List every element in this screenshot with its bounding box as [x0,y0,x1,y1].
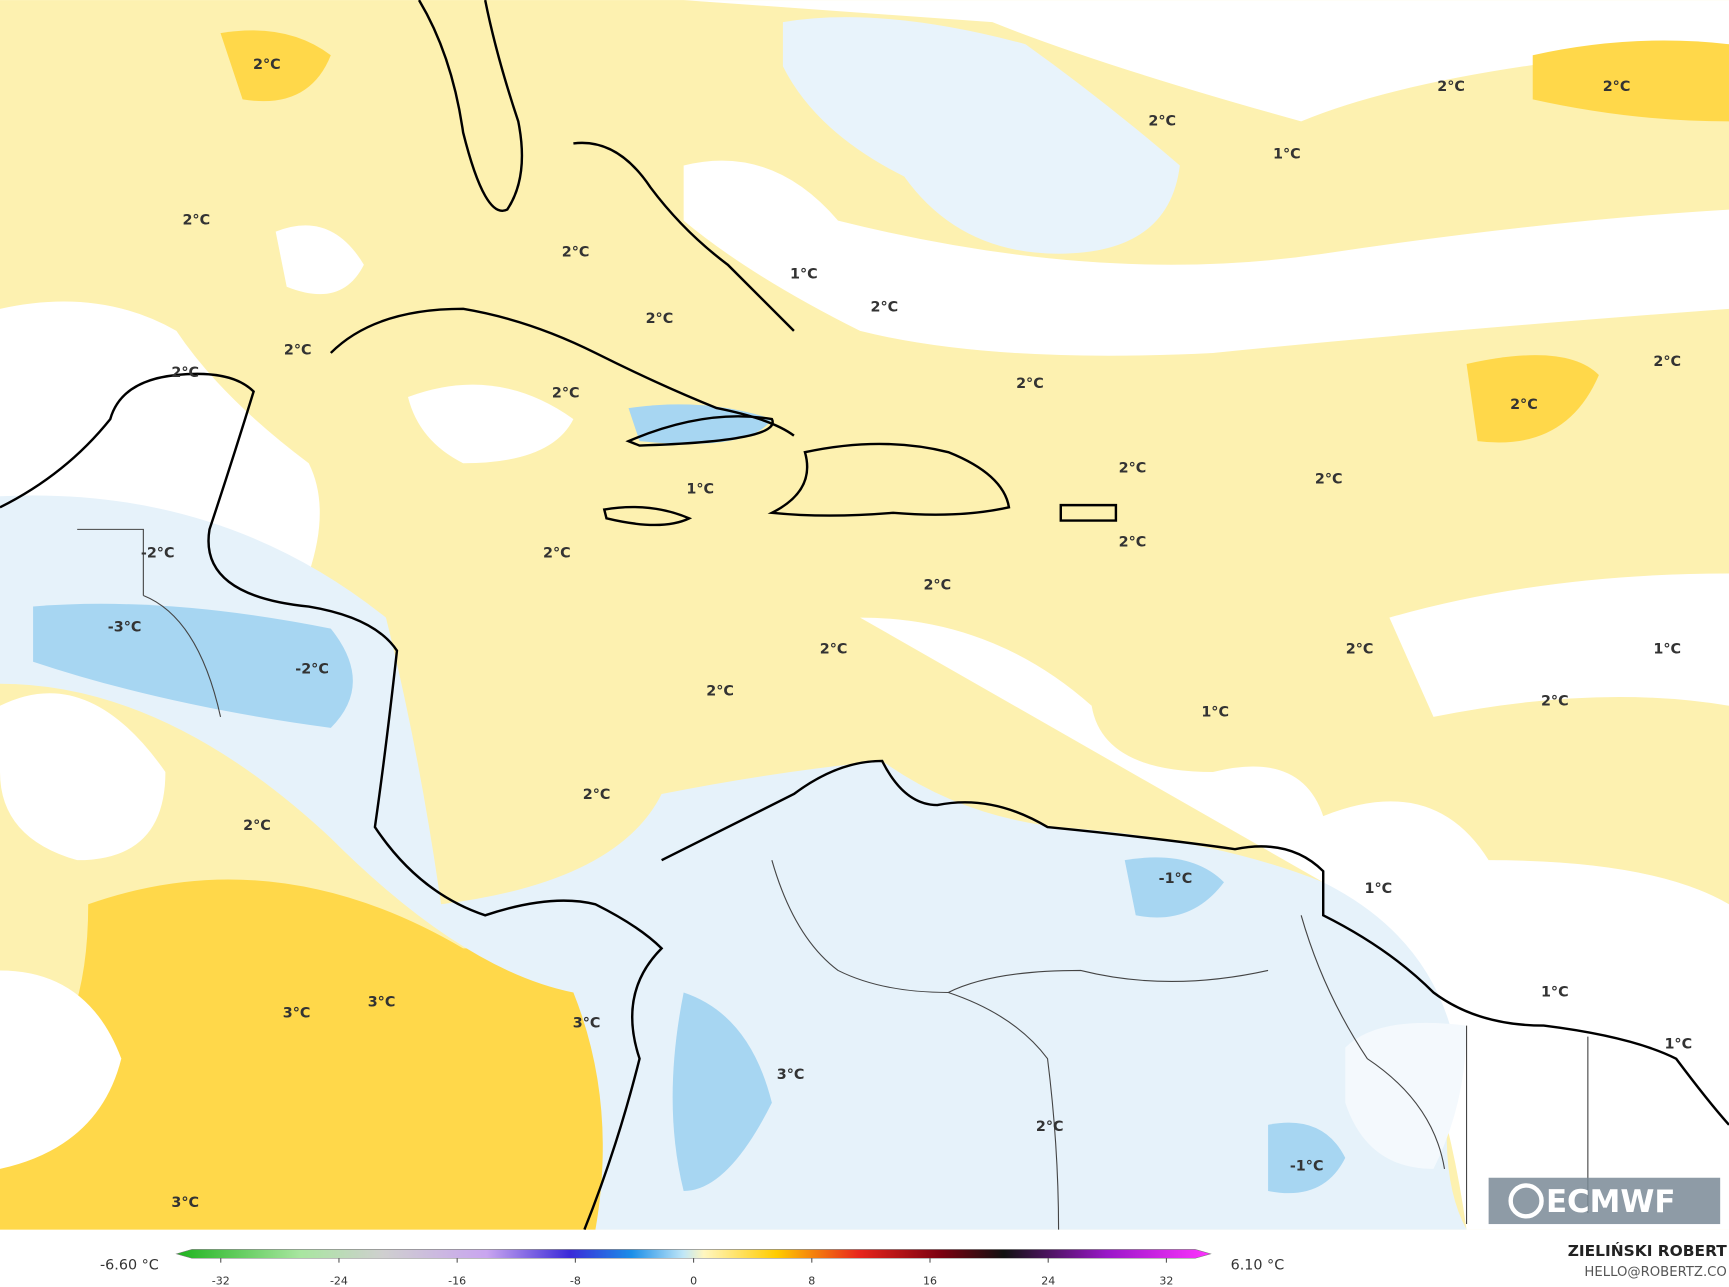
map-label: 2°C [706,683,734,699]
colorbar-min-label: -6.60 °C [100,1257,159,1273]
map-label: 1°C [1664,1036,1692,1052]
colorbar-tick-label: 0 [690,1275,697,1287]
map-label: 3°C [283,1005,311,1021]
map-label: 2°C [1346,642,1374,658]
map-label: 2°C [583,787,611,803]
map-label: -2°C [141,546,175,562]
coastlines [0,0,1729,1231]
map-label: 2°C [1437,79,1465,95]
map-label: 3°C [171,1195,199,1211]
map-label: 2°C [871,300,899,316]
map-label: 2°C [646,311,674,327]
map-label: 2°C [1148,113,1176,129]
map-label: -1°C [1159,871,1193,887]
map-label: 2°C [1541,693,1569,709]
colorbar-tick-label: -16 [448,1275,466,1287]
map-label: 2°C [1653,354,1681,370]
colorbar-tick-label: 32 [1159,1275,1173,1287]
map-label: 1°C [790,267,818,283]
map-label: 1°C [1365,881,1393,897]
map-label: 2°C [243,818,271,834]
map-label: 2°C [284,343,312,359]
map-label: 1°C [1653,642,1681,658]
credit-name: ZIELIŃSKI ROBERT [1568,1241,1728,1260]
map-label: 2°C [1510,397,1538,413]
map-label: 2°C [1119,461,1147,477]
map-label: 1°C [1273,146,1301,162]
map-label: 1°C [1541,984,1569,1000]
colorbar-scale [175,1249,1212,1259]
map-label: 2°C [552,386,580,402]
colorbar-tick-label: -32 [212,1275,230,1287]
colorbar-max-label: 6.10 °C [1231,1257,1285,1273]
credit-email: HELLO@ROBERTZ.CO [1584,1265,1726,1280]
map-label: 2°C [1016,376,1044,392]
map-background [0,0,1729,1230]
map-label: -3°C [108,620,142,636]
logo-text: ECMWF [1546,1184,1676,1220]
map-label: 3°C [368,994,396,1010]
map-label: 2°C [923,578,951,594]
colorbar-tick-label: -24 [330,1275,348,1287]
map-label: 3°C [573,1015,601,1031]
map-label: 2°C [1036,1119,1064,1135]
map-label: 2°C [820,642,848,658]
map-label: -1°C [1290,1159,1324,1175]
logo-icon [1508,1183,1544,1219]
map-label: 3°C [777,1067,805,1083]
borders [77,528,1589,1230]
map-label: 2°C [171,365,199,381]
map-label: 2°C [562,245,590,261]
map-label: 2°C [1315,472,1343,488]
map-label: 2°C [182,213,210,229]
map-label: 2°C [253,57,281,73]
colorbar: -32 -24 -16 -8 0 8 16 24 32 [175,1249,1212,1287]
colorbar-tick-label: 8 [808,1275,815,1287]
map-label: 1°C [1201,704,1229,720]
map-label: -2°C [295,661,329,677]
map-label: 1°C [686,482,714,498]
map-label: 2°C [543,546,571,562]
map-label: 2°C [1119,535,1147,551]
map-label: 2°C [1603,79,1631,95]
colorbar-tick-label: 16 [923,1275,937,1287]
colorbar-tick-label: -8 [570,1275,581,1287]
colorbar-tick-label: 24 [1041,1275,1055,1287]
